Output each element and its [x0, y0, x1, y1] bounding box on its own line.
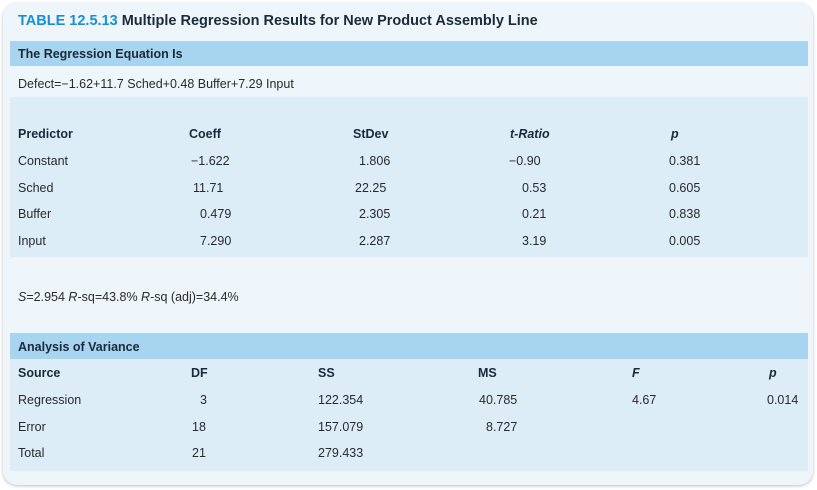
col-coeff: Coeff: [189, 127, 221, 141]
predictor-coeff: 0.479: [200, 207, 232, 221]
anova-panel: [10, 359, 808, 471]
fit-statistics: S=2.954 R-sq=43.8% R-sq (adj)=34.4%: [18, 290, 239, 304]
predictor-name: Constant: [18, 154, 69, 168]
anova-ms: 40.785: [479, 393, 518, 407]
table-caption: Multiple Regression Results for New Prod…: [121, 13, 538, 29]
anova-p: 0.014: [767, 393, 799, 407]
predictor-coeff: 7.290: [200, 234, 232, 248]
predictor-stdev: 2.305: [359, 207, 391, 221]
col-predictor: Predictor: [18, 127, 73, 141]
anova-ss: 122.354: [318, 393, 364, 407]
anova-source: Error: [18, 420, 46, 434]
anova-col-source: Source: [18, 366, 61, 380]
predictor-coeff: −1.622: [191, 154, 230, 168]
regression-equation-header: The Regression Equation Is: [18, 47, 183, 61]
anova-df: 18: [192, 420, 206, 434]
table-title: TABLE 12.5.13 Multiple Regression Result…: [18, 13, 538, 29]
anova-df: 3: [200, 393, 207, 407]
anova-ss: 279.433: [318, 446, 364, 460]
anova-col-f: F: [632, 366, 640, 380]
predictor-p: 0.605: [669, 181, 701, 195]
predictor-p: 0.381: [669, 154, 701, 168]
col-t-ratio: t-Ratio: [510, 127, 550, 141]
anova-ss: 157.079: [318, 420, 364, 434]
anova-col-df: DF: [191, 366, 208, 380]
predictor-coeff: 11.71: [193, 181, 224, 195]
r-adj-symbol: R: [141, 290, 151, 304]
anova-col-ms: MS: [478, 366, 497, 380]
r-sq-value: -sq=43.8%: [77, 290, 138, 304]
anova-f: 4.67: [632, 393, 657, 407]
predictor-stdev: 22.25: [355, 181, 387, 195]
predictor-name: Input: [18, 234, 46, 248]
predictor-p: 0.005: [669, 234, 701, 248]
anova-band: Analysis of Variance: [10, 333, 808, 359]
anova-df: 21: [192, 446, 206, 460]
col-p: p: [671, 127, 679, 141]
predictor-panel: [10, 97, 808, 257]
regression-equation: Defect=−1.62+11.7 Sched+0.48 Buffer+7.29…: [18, 77, 294, 91]
s-value: =2.954: [26, 290, 65, 304]
anova-col-p: p: [769, 366, 777, 380]
anova-source: Total: [18, 446, 45, 460]
predictor-name: Sched: [18, 181, 54, 195]
table-frame: TABLE 12.5.13 Multiple Regression Result…: [3, 3, 813, 485]
predictor-stdev: 1.806: [359, 154, 391, 168]
predictor-p: 0.838: [669, 207, 701, 221]
predictor-t-ratio: 0.53: [522, 181, 547, 195]
predictor-stdev: 2.287: [359, 234, 391, 248]
anova-ms: 8.727: [486, 420, 518, 434]
predictor-name: Buffer: [18, 207, 52, 221]
r-symbol: R: [68, 290, 78, 304]
anova-source: Regression: [18, 393, 82, 407]
col-stdev: StDev: [353, 127, 389, 141]
predictor-t-ratio: 0.21: [522, 207, 547, 221]
table-number: TABLE 12.5.13: [18, 13, 118, 29]
anova-col-ss: SS: [318, 366, 335, 380]
predictor-t-ratio: −0.90: [509, 154, 541, 168]
s-symbol: S: [18, 290, 27, 304]
predictor-t-ratio: 3.19: [522, 234, 547, 248]
anova-header: Analysis of Variance: [18, 340, 140, 354]
regression-equation-band: The Regression Equation Is: [10, 41, 808, 66]
r-sq-adj-value: -sq (adj)=34.4%: [150, 290, 239, 304]
